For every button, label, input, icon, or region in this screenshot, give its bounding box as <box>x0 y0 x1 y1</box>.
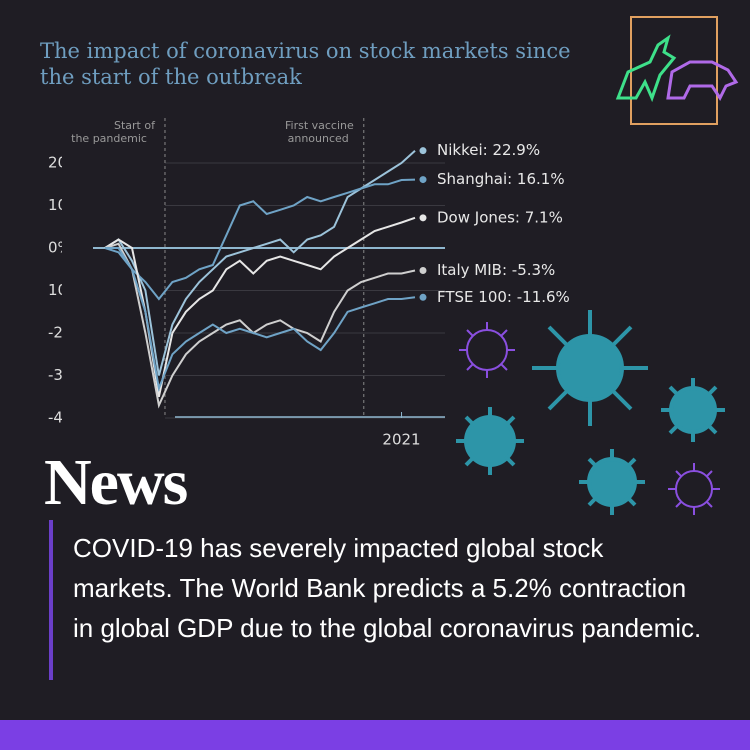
footer-strip <box>0 720 750 750</box>
y-tick-label: -40% <box>48 409 87 427</box>
end-dot <box>419 293 427 301</box>
news-text: COVID-19 has severely impacted global st… <box>73 533 702 643</box>
series-line <box>104 242 416 409</box>
y-tick-label: 10% <box>48 196 81 214</box>
annotation: Start of the pandemic <box>71 119 156 145</box>
chart-title: The impact of coronavirus on stock marke… <box>40 39 571 89</box>
y-axis: 20% 10% 0% 10% -20% -30% -40% <box>48 154 87 427</box>
series-line <box>104 178 416 301</box>
end-dot <box>419 147 427 155</box>
legend-label: Shanghai: 16.1% <box>437 170 565 188</box>
annotation: First vaccine announced <box>285 119 354 145</box>
x-tick-label: 2021 <box>382 431 420 449</box>
y-tick-label: -30% <box>48 366 87 384</box>
y-tick-label: -20% <box>48 324 87 342</box>
legend-label: Dow Jones: 7.1% <box>437 208 563 226</box>
end-dot <box>419 267 427 275</box>
news-heading: News <box>44 446 188 519</box>
legend-label: Italy MIB: -5.3% <box>437 261 555 279</box>
accent-bar <box>49 520 53 680</box>
legend-label: Nikkei: 22.9% <box>437 141 540 159</box>
end-dot <box>419 176 427 184</box>
y-tick-label: 0% <box>48 239 72 257</box>
series-line <box>104 216 416 398</box>
end-dot <box>419 214 427 222</box>
y-tick-label: 10% <box>48 281 81 299</box>
decoration <box>456 16 739 515</box>
series-line <box>105 247 416 392</box>
y-tick-label: 20% <box>48 154 81 172</box>
legend-label: FTSE 100: -11.6% <box>437 288 570 306</box>
